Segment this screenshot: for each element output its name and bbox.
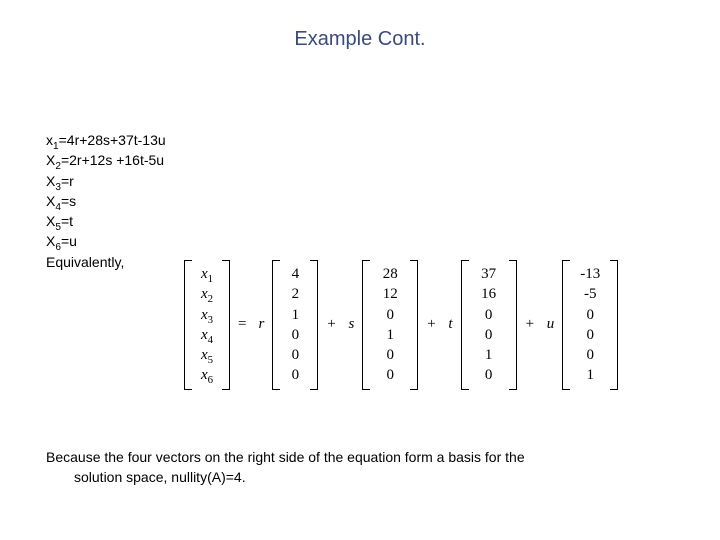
bracket-right (222, 260, 230, 390)
cell: x5 (198, 345, 216, 365)
vec-col: -13 -5 0 0 0 1 (570, 260, 610, 390)
bracket-left (184, 260, 192, 390)
eq-x4: X4=s (46, 191, 166, 211)
bracket-right (610, 260, 618, 390)
cell: 0 (475, 325, 503, 345)
cell: x6 (198, 365, 216, 385)
eq-x3: X3=r (46, 171, 166, 191)
scalar-r: r (252, 316, 270, 333)
cell: 1 (475, 345, 503, 365)
cell: 12 (376, 284, 404, 304)
line1: Because the four vectors on the right si… (46, 449, 525, 465)
cell: 0 (576, 325, 604, 345)
cell: 37 (475, 264, 503, 284)
line2: solution space, nullity(A)=4. (46, 468, 674, 488)
cell: 0 (576, 305, 604, 325)
var: X (46, 213, 55, 229)
var: X (46, 193, 55, 209)
vec-lhs: x1 x2 x3 x4 x5 x6 (184, 260, 230, 390)
equals: = (232, 316, 252, 333)
eq-x5: X5=t (46, 211, 166, 231)
cell: 0 (286, 345, 304, 365)
plus: + (420, 316, 442, 333)
cell: x3 (198, 305, 216, 325)
rhs: =t (61, 213, 73, 229)
cell: 4 (286, 264, 304, 284)
var: X (46, 233, 55, 249)
page-title: Example Cont. (0, 0, 720, 51)
cell: x4 (198, 325, 216, 345)
bracket-left (461, 260, 469, 390)
bracket-right (310, 260, 318, 390)
cell: 0 (376, 365, 404, 385)
bracket-left (272, 260, 280, 390)
cell: 1 (576, 365, 604, 385)
plus: + (320, 316, 342, 333)
cell: 2 (286, 284, 304, 304)
slide: Example Cont. x1=4r+28s+37t-13u X2=2r+12… (0, 0, 720, 540)
cell: 28 (376, 264, 404, 284)
matrix-equation: x1 x2 x3 x4 x5 x6 = r 4 2 1 0 0 0 + (182, 260, 620, 390)
cell: 0 (286, 325, 304, 345)
var: X (46, 173, 55, 189)
cell: 16 (475, 284, 503, 304)
var: x (46, 132, 53, 148)
rhs: =u (61, 233, 77, 249)
rhs: =s (61, 193, 76, 209)
vec-u: -13 -5 0 0 0 1 (562, 260, 618, 390)
conclusion-text: Because the four vectors on the right si… (46, 448, 674, 487)
cell: 0 (576, 345, 604, 365)
cell: 0 (475, 365, 503, 385)
cell: x1 (198, 264, 216, 284)
scalar-u: u (541, 316, 561, 333)
equation-block: x1=4r+28s+37t-13u X2=2r+12s +16t-5u X3=r… (46, 130, 166, 272)
cell: 0 (376, 305, 404, 325)
vec-col: 37 16 0 0 1 0 (469, 260, 509, 390)
cell: 1 (286, 305, 304, 325)
eq-x1: x1=4r+28s+37t-13u (46, 130, 166, 150)
scalar-s: s (342, 316, 360, 333)
plus: + (519, 316, 541, 333)
bracket-left (562, 260, 570, 390)
rhs: =2r+12s +16t-5u (61, 152, 164, 168)
vec-col: 4 2 1 0 0 0 (280, 260, 310, 390)
bracket-right (410, 260, 418, 390)
equivalently-label: Equivalently, (46, 252, 166, 272)
scalar-t: t (442, 316, 458, 333)
cell: 0 (475, 305, 503, 325)
vec-s: 28 12 0 1 0 0 (362, 260, 418, 390)
cell: x2 (198, 284, 216, 304)
cell: -13 (576, 264, 604, 284)
cell: 1 (376, 325, 404, 345)
vec-col: 28 12 0 1 0 0 (370, 260, 410, 390)
rhs: =4r+28s+37t-13u (59, 132, 166, 148)
rhs: =r (61, 173, 74, 189)
cell: -5 (576, 284, 604, 304)
eq-x2: X2=2r+12s +16t-5u (46, 150, 166, 170)
vec-t: 37 16 0 0 1 0 (461, 260, 517, 390)
vec-col: x1 x2 x3 x4 x5 x6 (192, 260, 222, 390)
bracket-right (509, 260, 517, 390)
eq-x6: X6=u (46, 231, 166, 251)
cell: 0 (376, 345, 404, 365)
bracket-left (362, 260, 370, 390)
vec-r: 4 2 1 0 0 0 (272, 260, 318, 390)
var: X (46, 152, 55, 168)
cell: 0 (286, 365, 304, 385)
